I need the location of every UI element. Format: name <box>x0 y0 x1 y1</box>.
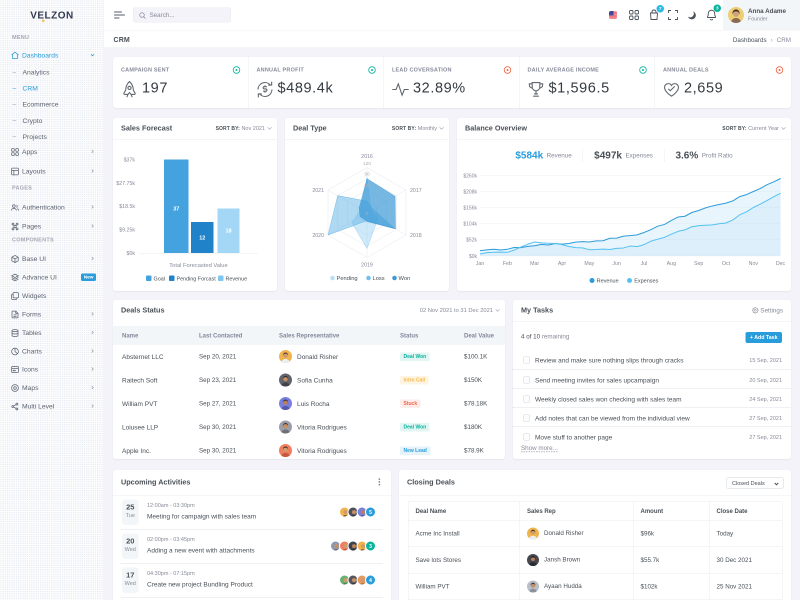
svg-text:Nov: Nov <box>749 261 759 267</box>
svg-text:Aug: Aug <box>667 261 676 267</box>
svg-text:2019: 2019 <box>361 263 373 269</box>
svg-text:Jun: Jun <box>612 261 621 267</box>
svg-text:Feb: Feb <box>503 261 512 267</box>
svg-text:120: 120 <box>363 161 371 167</box>
svg-text:2018: 2018 <box>410 233 422 239</box>
svg-text:Goal: Goal <box>154 277 165 283</box>
svg-text:Revenue: Revenue <box>226 277 248 283</box>
svg-text:$104k: $104k <box>463 222 477 228</box>
svg-text:Won: Won <box>399 276 411 282</box>
svg-text:$9.25k: $9.25k <box>119 228 135 234</box>
svg-text:Pending Forcast: Pending Forcast <box>177 277 217 283</box>
svg-text:May: May <box>584 261 594 267</box>
svg-text:Pending: Pending <box>337 276 358 282</box>
svg-text:$37k: $37k <box>124 158 136 164</box>
svg-text:18: 18 <box>225 229 231 235</box>
svg-text:37: 37 <box>173 207 179 213</box>
svg-text:Apr: Apr <box>558 261 566 267</box>
svg-text:Jan: Jan <box>476 261 485 267</box>
svg-text:$0k: $0k <box>127 251 136 257</box>
svg-text:Jul: Jul <box>641 261 648 267</box>
svg-text:$52k: $52k <box>466 238 477 244</box>
svg-text:$260k: $260k <box>463 174 477 180</box>
svg-text:Loss: Loss <box>373 276 385 282</box>
svg-text:90: 90 <box>364 172 370 178</box>
svg-text:Sep: Sep <box>694 261 703 267</box>
svg-text:60: 60 <box>364 183 370 189</box>
svg-text:0: 0 <box>366 211 369 217</box>
svg-text:$27.75k: $27.75k <box>116 181 135 187</box>
svg-text:2021: 2021 <box>312 188 324 194</box>
svg-text:2016: 2016 <box>361 154 373 160</box>
svg-text:Mar: Mar <box>530 261 539 267</box>
svg-text:12: 12 <box>199 236 205 242</box>
svg-text:$208k: $208k <box>463 190 477 196</box>
svg-text:$156k: $156k <box>463 206 477 212</box>
svg-text:2020: 2020 <box>312 233 324 239</box>
svg-text:Dec: Dec <box>776 261 786 267</box>
svg-text:Oct: Oct <box>722 261 731 267</box>
svg-text:$0k: $0k <box>469 254 478 260</box>
svg-text:$18.5k: $18.5k <box>119 204 135 210</box>
svg-text:2017: 2017 <box>410 188 422 194</box>
svg-text:Total Forecasted Value: Total Forecasted Value <box>169 263 227 269</box>
